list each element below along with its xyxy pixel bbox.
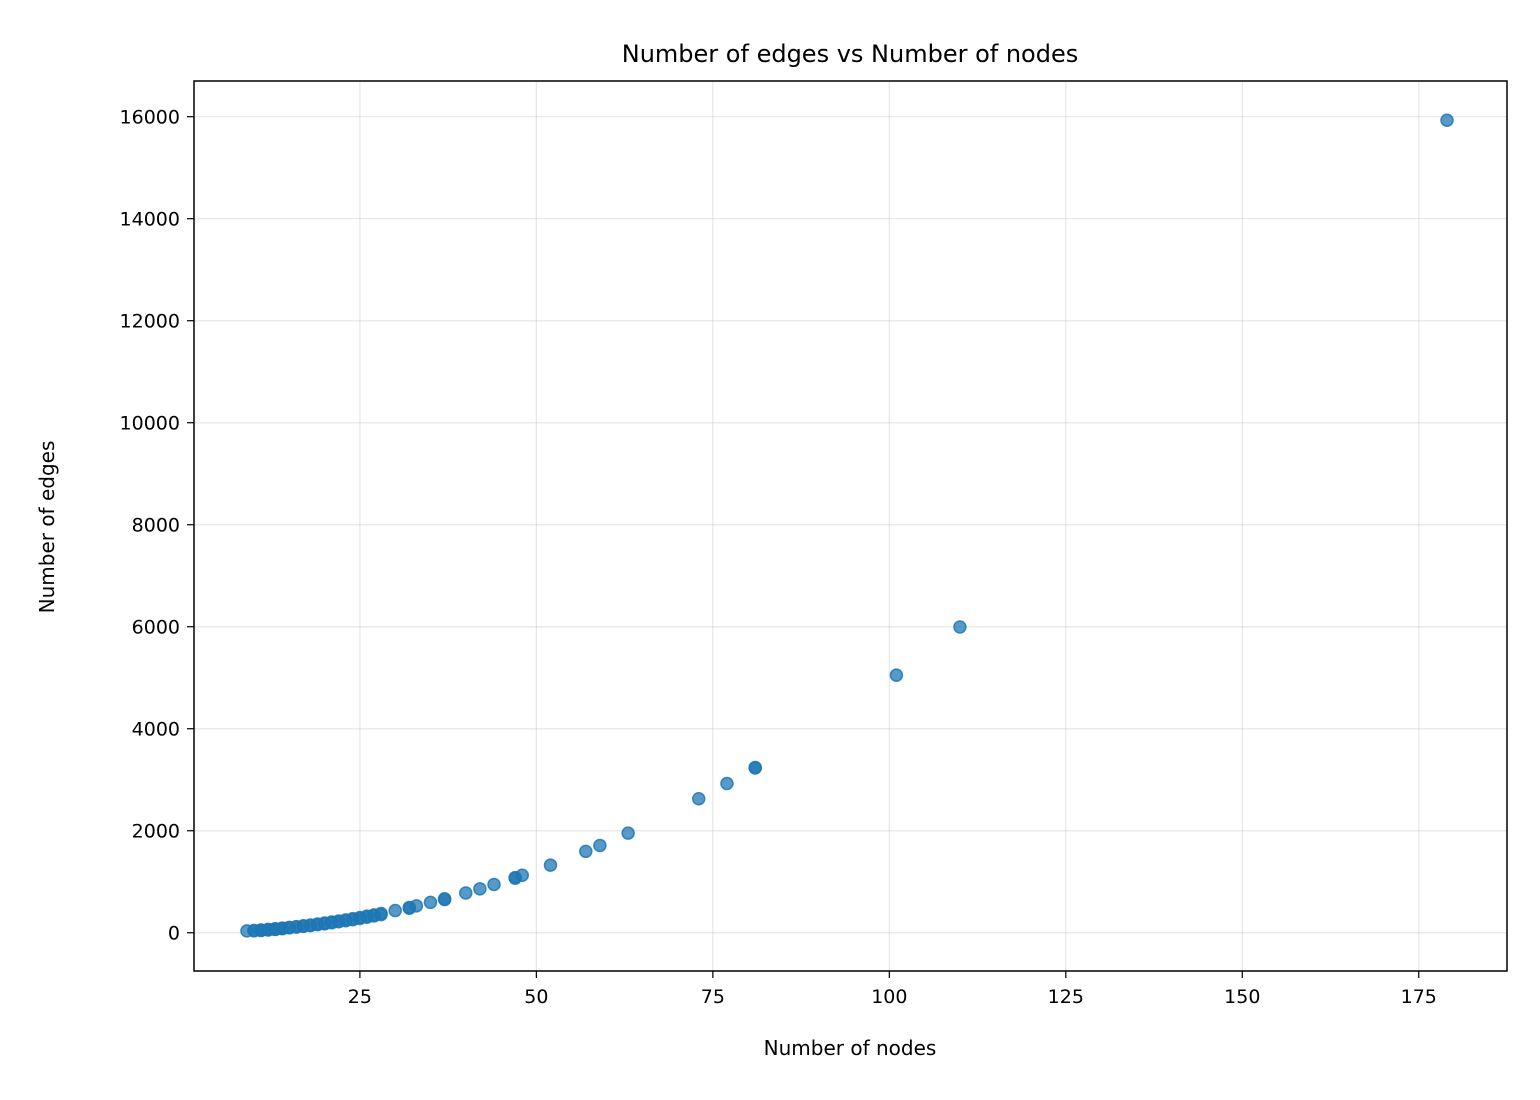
data-points	[240, 113, 1454, 938]
y-tick-label: 4000	[132, 719, 180, 741]
scatter-point	[953, 620, 967, 634]
plot-area-frame	[193, 80, 1508, 972]
scatter-point	[579, 844, 593, 859]
y-tick-label: 8000	[132, 515, 180, 537]
scatter-point	[437, 892, 452, 907]
x-tick-label: 150	[1224, 986, 1260, 1008]
scatter-point	[473, 882, 487, 896]
grid-lines	[194, 81, 1507, 971]
y-axis-label: Number of edges	[35, 441, 59, 614]
y-tick-label: 16000	[120, 107, 180, 129]
y-tick-label: 12000	[120, 311, 180, 333]
x-tick-label: 125	[1048, 986, 1084, 1008]
scatter-point	[720, 776, 734, 791]
scatter-point	[487, 877, 501, 892]
x-tick-label: 25	[348, 986, 372, 1008]
scatter-point	[593, 838, 607, 853]
x-axis-label: Number of nodes	[764, 1036, 937, 1060]
scatter-point	[889, 668, 904, 682]
x-tick-label: 75	[701, 986, 725, 1008]
y-tick-label: 14000	[120, 209, 180, 231]
scatter-point	[423, 895, 438, 910]
scatter-point	[459, 886, 473, 900]
scatter-point	[691, 791, 706, 806]
x-tick-label: 175	[1401, 986, 1437, 1008]
y-tick-label: 0	[168, 923, 180, 945]
scatter-point	[388, 903, 402, 918]
x-tick-label: 100	[871, 986, 907, 1008]
y-tick-label: 6000	[132, 617, 180, 639]
scatter-point	[515, 868, 529, 882]
y-tick-label: 10000	[120, 413, 180, 435]
axis-ticks: 25 50 75 100 125 150 175 0 2000 4000 6000 8000 10000…	[120, 107, 1437, 1008]
scatter-point	[543, 858, 558, 872]
scatter-point	[748, 761, 762, 775]
chart-title: Number of edges vs Number of nodes	[622, 40, 1078, 68]
scatter-point	[1440, 113, 1454, 127]
scatter-point	[409, 899, 424, 913]
x-tick-label: 50	[524, 986, 548, 1008]
y-tick-label: 2000	[132, 821, 180, 843]
scatter-point	[621, 826, 635, 840]
scatter-point	[374, 907, 388, 922]
